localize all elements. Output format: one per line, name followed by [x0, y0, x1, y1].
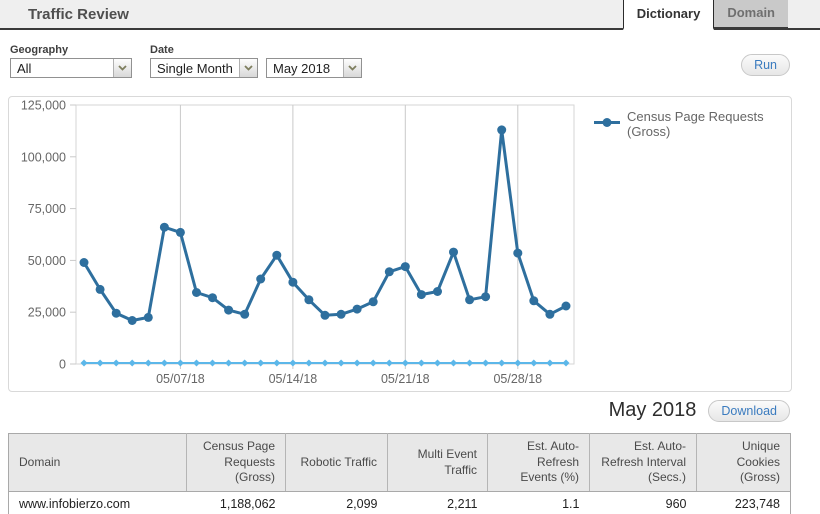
chevron-down-icon	[239, 59, 257, 77]
tab-dictionary[interactable]: Dictionary	[622, 0, 715, 30]
table-row: www.infobierzo.com 1,188,062 2,099 2,211 1.1…	[8, 491, 791, 514]
table-body: www.infobierzo.com 1,188,062 2,099 2,211 1.1…	[8, 491, 791, 514]
column-header: Domain	[8, 433, 187, 492]
domain-cell: www.infobierzo.com	[8, 491, 187, 514]
column-header: Est. Auto-Refresh Interval (Secs.)	[589, 433, 697, 492]
chevron-down-icon	[113, 59, 131, 77]
date-mode-selected-value: Single Month	[157, 60, 233, 76]
column-header: Robotic Traffic	[285, 433, 388, 492]
tab-domain[interactable]: Domain	[714, 0, 788, 29]
date-filter: Date Single Month May 2018	[150, 44, 362, 78]
date-label: Date	[150, 44, 174, 56]
svg-text:0: 0	[59, 358, 66, 372]
domain-stats-table-wrap: Domain Census Page Requests (Gross) Roboti…	[8, 433, 791, 514]
column-header: Multi Event Traffic	[387, 433, 488, 492]
svg-text:05/21/18: 05/21/18	[381, 372, 430, 386]
column-header: Est. Auto-Refresh Events (%)	[487, 433, 590, 492]
domain-stats-table: Domain Census Page Requests (Gross) Roboti…	[8, 433, 791, 514]
legend-label: Census Page Requests (Gross)	[627, 109, 764, 139]
date-mode-select[interactable]: Single Month	[150, 58, 258, 78]
traffic-chart: 05/07/18 05/14/18 05/21/18 05/28/18 0 25,000 5…	[8, 96, 792, 392]
date-month-select[interactable]: May 2018	[266, 58, 362, 78]
legend-item-census-page-requests[interactable]: Census Page Requests (Gross)	[594, 109, 791, 139]
geography-filter: Geography All	[10, 44, 132, 78]
chevron-down-icon	[343, 59, 361, 77]
value-cell: 1,188,062	[186, 491, 286, 514]
svg-text:05/07/18: 05/07/18	[156, 372, 205, 386]
value-cell: 1.1	[487, 491, 590, 514]
column-header: Census Page Requests (Gross)	[186, 433, 286, 492]
value-cell: 960	[589, 491, 697, 514]
svg-text:05/28/18: 05/28/18	[493, 372, 542, 386]
geography-selected-value: All	[17, 60, 32, 76]
page-title: Traffic Review	[28, 6, 129, 23]
svg-text:75,000: 75,000	[28, 202, 66, 216]
value-cell: 223,748	[696, 491, 791, 514]
svg-text:05/14/18: 05/14/18	[269, 372, 318, 386]
summary-row: May 2018 Download	[609, 399, 790, 422]
filter-bar: Geography All Date Single Month May 2018	[10, 44, 362, 78]
download-button[interactable]: Download	[708, 399, 790, 422]
value-cell: 2,099	[285, 491, 388, 514]
svg-text:100,000: 100,000	[21, 150, 66, 164]
geography-label: Geography	[10, 44, 69, 56]
value-cell: 2,211	[387, 491, 488, 514]
geography-select[interactable]: All	[10, 58, 132, 78]
date-month-selected-value: May 2018	[273, 60, 331, 76]
legend-line-marker-icon	[594, 115, 620, 133]
table-header-row: Domain Census Page Requests (Gross) Roboti…	[8, 433, 791, 492]
svg-text:50,000: 50,000	[28, 254, 66, 268]
traffic-chart-svg: 05/07/18 05/14/18 05/21/18 05/28/18 0 25,000 5…	[21, 99, 575, 386]
header-bar: Traffic Review Dictionary Domain	[0, 0, 820, 30]
run-button[interactable]: Run	[741, 54, 790, 76]
column-header: Unique Cookies (Gross)	[696, 433, 791, 492]
svg-text:125,000: 125,000	[21, 99, 66, 113]
svg-text:25,000: 25,000	[28, 306, 66, 320]
period-label: May 2018	[608, 399, 697, 421]
tab-strip: Dictionary Domain	[622, 0, 788, 30]
